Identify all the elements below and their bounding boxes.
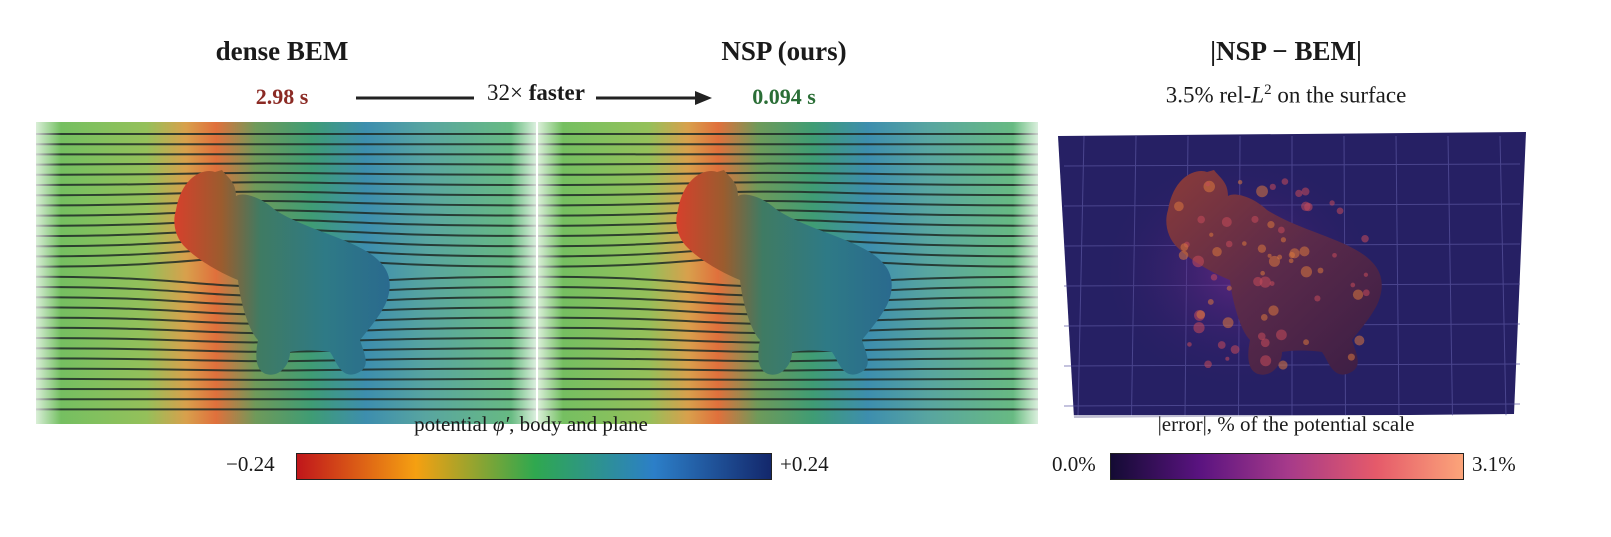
potential-colorbar bbox=[296, 453, 772, 480]
error-speckle bbox=[1251, 215, 1259, 223]
error-speckle bbox=[1205, 181, 1211, 187]
error-speckle bbox=[1260, 270, 1265, 276]
potential-label-suffix: , body and plane bbox=[509, 412, 648, 436]
error-speckle bbox=[1362, 289, 1370, 297]
error-speckle bbox=[1178, 250, 1189, 261]
panel-title-nsp: NSP (ours) bbox=[721, 36, 847, 66]
bem-field-render bbox=[36, 122, 536, 424]
error-subtitle-exponent: 2 bbox=[1264, 82, 1272, 98]
error-speckle bbox=[1288, 258, 1294, 264]
error-speckle bbox=[1259, 276, 1271, 288]
panel-title-dense-bem: dense BEM bbox=[215, 36, 349, 66]
error-speckle bbox=[1221, 217, 1232, 227]
speedup-factor: 32× bbox=[487, 80, 524, 105]
error-speckle bbox=[1230, 345, 1240, 354]
error-speckle bbox=[1222, 317, 1234, 329]
panel-title-difference: |NSP − BEM| bbox=[1210, 36, 1362, 66]
error-speckle bbox=[1257, 332, 1266, 341]
error-speckle bbox=[1196, 310, 1206, 319]
error-speckle bbox=[1354, 335, 1365, 346]
error-speckle bbox=[1269, 183, 1276, 191]
error-speckle bbox=[1193, 322, 1205, 334]
error-speckle bbox=[1242, 241, 1247, 246]
error-speckle bbox=[1350, 282, 1356, 288]
error-speckle bbox=[1197, 215, 1206, 224]
grid-line bbox=[1395, 135, 1400, 417]
error-speckle bbox=[1207, 299, 1214, 305]
error-speckle bbox=[1237, 179, 1243, 185]
grid-line bbox=[1077, 135, 1085, 417]
error-speckle bbox=[1289, 248, 1300, 259]
error-speckle bbox=[1257, 244, 1267, 253]
error-speckle bbox=[1209, 232, 1214, 237]
potential-colorbar-max: +0.24 bbox=[780, 452, 829, 476]
potential-label-symbol: φ′ bbox=[492, 412, 510, 436]
error-speckle bbox=[1299, 246, 1310, 257]
error-speckle bbox=[1300, 266, 1313, 278]
error-speckle bbox=[1192, 255, 1204, 268]
error-colorbar-label: |error|, % of the potential scale bbox=[1157, 412, 1415, 436]
error-colorbar bbox=[1110, 453, 1464, 480]
error-speckle bbox=[1303, 339, 1309, 346]
error-speckle bbox=[1301, 187, 1310, 196]
potential-label-prefix: potential bbox=[414, 412, 493, 436]
bem-time: 2.98 s bbox=[255, 84, 309, 109]
error-speckle bbox=[1314, 295, 1321, 302]
error-subtitle-prefix: 3.5% rel- bbox=[1165, 82, 1252, 108]
speedup-arrow bbox=[356, 91, 712, 105]
error-colorbar-min: 0.0% bbox=[1052, 452, 1096, 476]
error-speckle bbox=[1352, 289, 1364, 300]
error-speckle bbox=[1267, 253, 1272, 258]
nsp-field-render bbox=[538, 122, 1038, 424]
error-speckle bbox=[1276, 329, 1287, 341]
error-speckles bbox=[1174, 178, 1370, 370]
speedup-label: 32× faster bbox=[476, 80, 596, 106]
grid-line bbox=[1063, 403, 1521, 407]
potential-colorbar-label: potential φ′, body and plane bbox=[380, 412, 682, 437]
error-speckle bbox=[1268, 255, 1280, 267]
error-speckle bbox=[1204, 360, 1212, 369]
error-speckle bbox=[1260, 355, 1272, 367]
error-speckle bbox=[1347, 353, 1355, 361]
error-speckle bbox=[1180, 243, 1189, 251]
error-speckle bbox=[1329, 200, 1335, 206]
error-render bbox=[1044, 122, 1540, 424]
nsp-time: 0.094 s bbox=[752, 84, 816, 109]
error-subtitle-suffix: on the surface bbox=[1271, 82, 1407, 108]
error-subtitle-symbol: L bbox=[1251, 82, 1265, 108]
error-speckle bbox=[1256, 185, 1268, 198]
error-speckle bbox=[1332, 252, 1337, 258]
error-speckle bbox=[1260, 338, 1270, 348]
error-speckle bbox=[1280, 237, 1287, 243]
error-speckle bbox=[1363, 272, 1369, 277]
error-speckle bbox=[1301, 201, 1311, 211]
error-speckle bbox=[1361, 234, 1369, 243]
error-speckle bbox=[1225, 240, 1233, 248]
error-speckle bbox=[1295, 189, 1303, 198]
potential-colorbar-min: −0.24 bbox=[226, 452, 275, 476]
error-colorbar-max: 3.1% bbox=[1472, 452, 1516, 476]
error-speckle bbox=[1269, 281, 1275, 287]
error-speckle bbox=[1268, 305, 1279, 316]
error-speckle bbox=[1277, 226, 1285, 234]
grid-line bbox=[1499, 135, 1507, 417]
grid-line bbox=[1447, 135, 1453, 417]
error-speckle bbox=[1225, 356, 1230, 361]
error-speckle bbox=[1226, 285, 1232, 291]
error-speckle bbox=[1187, 342, 1192, 347]
error-speckle bbox=[1174, 201, 1184, 212]
error-speckle bbox=[1210, 274, 1218, 281]
error-speckle bbox=[1336, 207, 1344, 215]
error-subtitle: 3.5% rel-L2 on the surface bbox=[1100, 82, 1472, 109]
error-speckle bbox=[1317, 267, 1324, 274]
error-speckle bbox=[1217, 341, 1226, 349]
error-speckle bbox=[1212, 247, 1222, 257]
error-speckle bbox=[1278, 360, 1288, 370]
error-speckle bbox=[1260, 314, 1268, 321]
error-speckle bbox=[1281, 178, 1289, 185]
speedup-word: faster bbox=[528, 80, 585, 105]
error-speckle bbox=[1267, 221, 1275, 229]
